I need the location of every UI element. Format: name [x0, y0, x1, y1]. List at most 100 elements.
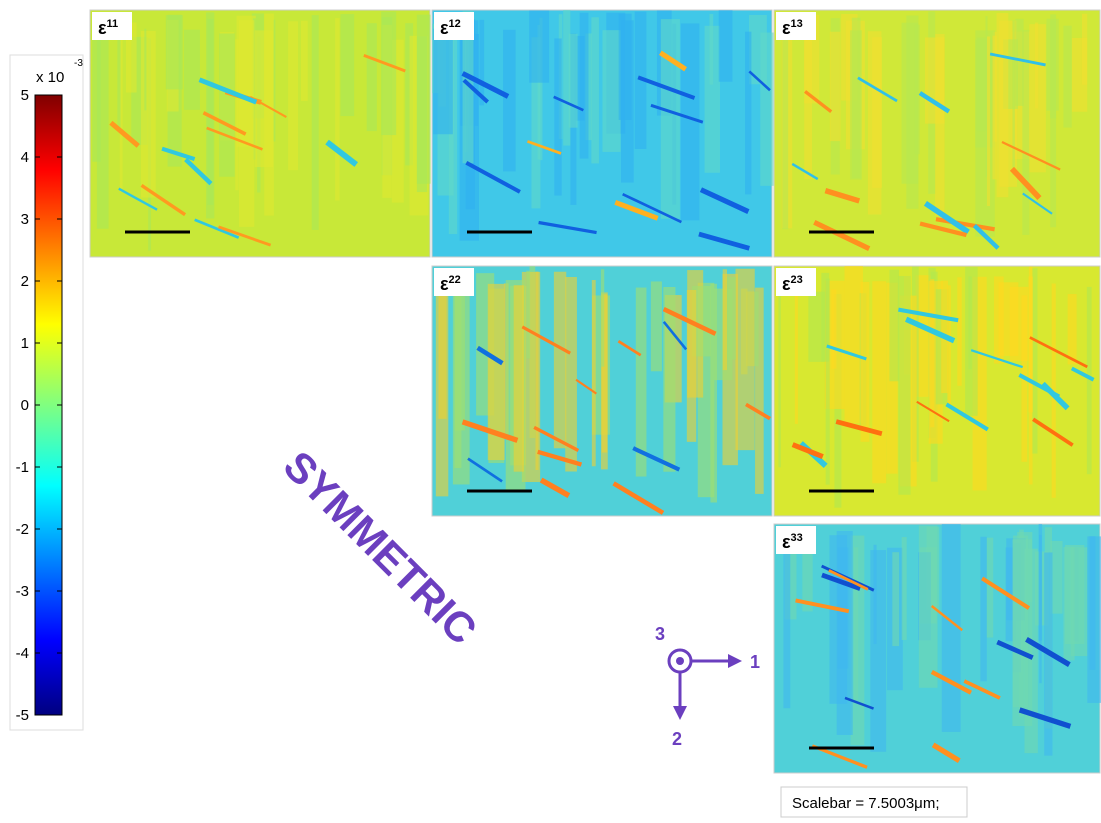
map-streak — [686, 289, 697, 442]
strain-map: ε13 — [773, 9, 1101, 258]
map-streak — [202, 111, 247, 136]
panel-symbol: ε — [782, 532, 791, 552]
map-streak — [622, 192, 682, 224]
map-streak — [300, 20, 308, 102]
map-streak — [1067, 294, 1077, 365]
map-streak — [826, 344, 867, 361]
tick-label: -2 — [16, 521, 29, 538]
map-streak — [794, 277, 798, 424]
map-streak — [254, 30, 273, 168]
map-streak — [479, 19, 485, 106]
panel-symbol: ε — [98, 18, 107, 38]
map-streak — [791, 162, 819, 181]
tick-label: -4 — [16, 645, 29, 662]
map-streak — [467, 457, 503, 483]
map-streak — [986, 537, 994, 638]
map-streak — [1050, 14, 1057, 228]
map-streak — [614, 200, 659, 221]
map-streak — [914, 24, 920, 155]
strain-map: ε23 — [773, 265, 1101, 517]
map-streak — [405, 23, 414, 166]
map-streak — [947, 285, 951, 407]
map-streak — [829, 31, 841, 142]
map-streak — [537, 449, 583, 467]
map-streak — [198, 77, 258, 105]
map-streak — [125, 22, 137, 93]
map-streak — [970, 349, 1023, 369]
panel-index: 12 — [449, 18, 461, 30]
map-streak — [207, 18, 214, 205]
colorbar-multiplier: x 10 — [36, 69, 64, 86]
map-streak — [272, 19, 276, 142]
map-streak — [925, 37, 945, 124]
map-streak — [923, 201, 970, 235]
map-streak — [1001, 140, 1061, 171]
panel-label-box — [776, 268, 816, 296]
panel-symbol: ε — [440, 274, 449, 294]
panel-label-box — [434, 268, 474, 296]
map-streak — [632, 446, 681, 472]
map-streak — [184, 157, 213, 186]
map-streak — [529, 10, 550, 83]
map-streak — [986, 36, 991, 207]
map-streak — [1051, 283, 1056, 498]
map-streak — [461, 71, 510, 99]
map-streak — [206, 126, 263, 151]
map-streak — [1086, 286, 1092, 475]
map-streak — [791, 442, 824, 459]
map-streak — [461, 419, 519, 443]
map-streak — [1087, 536, 1101, 703]
map-streak — [718, 10, 733, 82]
map-streak — [778, 278, 781, 468]
map-streak — [591, 280, 596, 467]
map-streak — [161, 146, 196, 162]
map-streak — [366, 23, 377, 132]
map-streak — [901, 537, 907, 640]
map-streak — [813, 219, 871, 252]
panel-index: 13 — [791, 18, 803, 30]
panel-label: ε23 — [782, 274, 803, 294]
map-streak — [1032, 268, 1038, 454]
tick-label: 5 — [21, 87, 29, 104]
map-streak — [860, 281, 870, 442]
map-streak — [574, 35, 585, 121]
map-streak — [533, 425, 580, 453]
colorbar-ticks: 5 4 3 2 1 0 -1 -2 -3 -4 -5 — [16, 87, 62, 724]
map-streak — [438, 270, 447, 419]
map-streak — [335, 18, 340, 201]
map-streak — [1025, 637, 1071, 667]
map-streak — [680, 23, 700, 221]
map-streak — [975, 30, 995, 237]
map-streak — [748, 70, 771, 92]
map-streak — [1063, 25, 1072, 128]
map-streak — [165, 15, 183, 90]
map-streak — [1032, 417, 1074, 447]
map-streak — [1040, 381, 1070, 411]
map-streak — [918, 525, 938, 688]
map-streak — [992, 35, 997, 180]
map-streak — [998, 282, 1019, 356]
map-streak — [981, 576, 1031, 610]
map-streak — [601, 294, 608, 453]
strain-map: ε22 — [431, 265, 773, 517]
map-streak — [1012, 20, 1015, 176]
map-streak — [996, 639, 1034, 660]
map-streak — [915, 275, 931, 397]
map-streak — [709, 14, 714, 85]
map-streak — [828, 569, 869, 591]
map-streak — [980, 536, 987, 682]
map-streak — [935, 34, 945, 216]
panel-label: ε12 — [440, 18, 461, 38]
map-streak — [219, 33, 235, 177]
map-streak — [704, 25, 720, 173]
map-streak — [650, 281, 662, 372]
map-streak — [870, 550, 887, 752]
map-streak — [916, 400, 950, 423]
map-streak — [416, 14, 431, 184]
map-streak — [930, 670, 973, 695]
map-streak — [930, 279, 935, 428]
axis-arrowhead — [728, 654, 742, 668]
map-streak — [340, 14, 355, 117]
scalebar-text: Scalebar = 7.5003μm; — [792, 795, 939, 812]
map-streak — [194, 218, 240, 239]
